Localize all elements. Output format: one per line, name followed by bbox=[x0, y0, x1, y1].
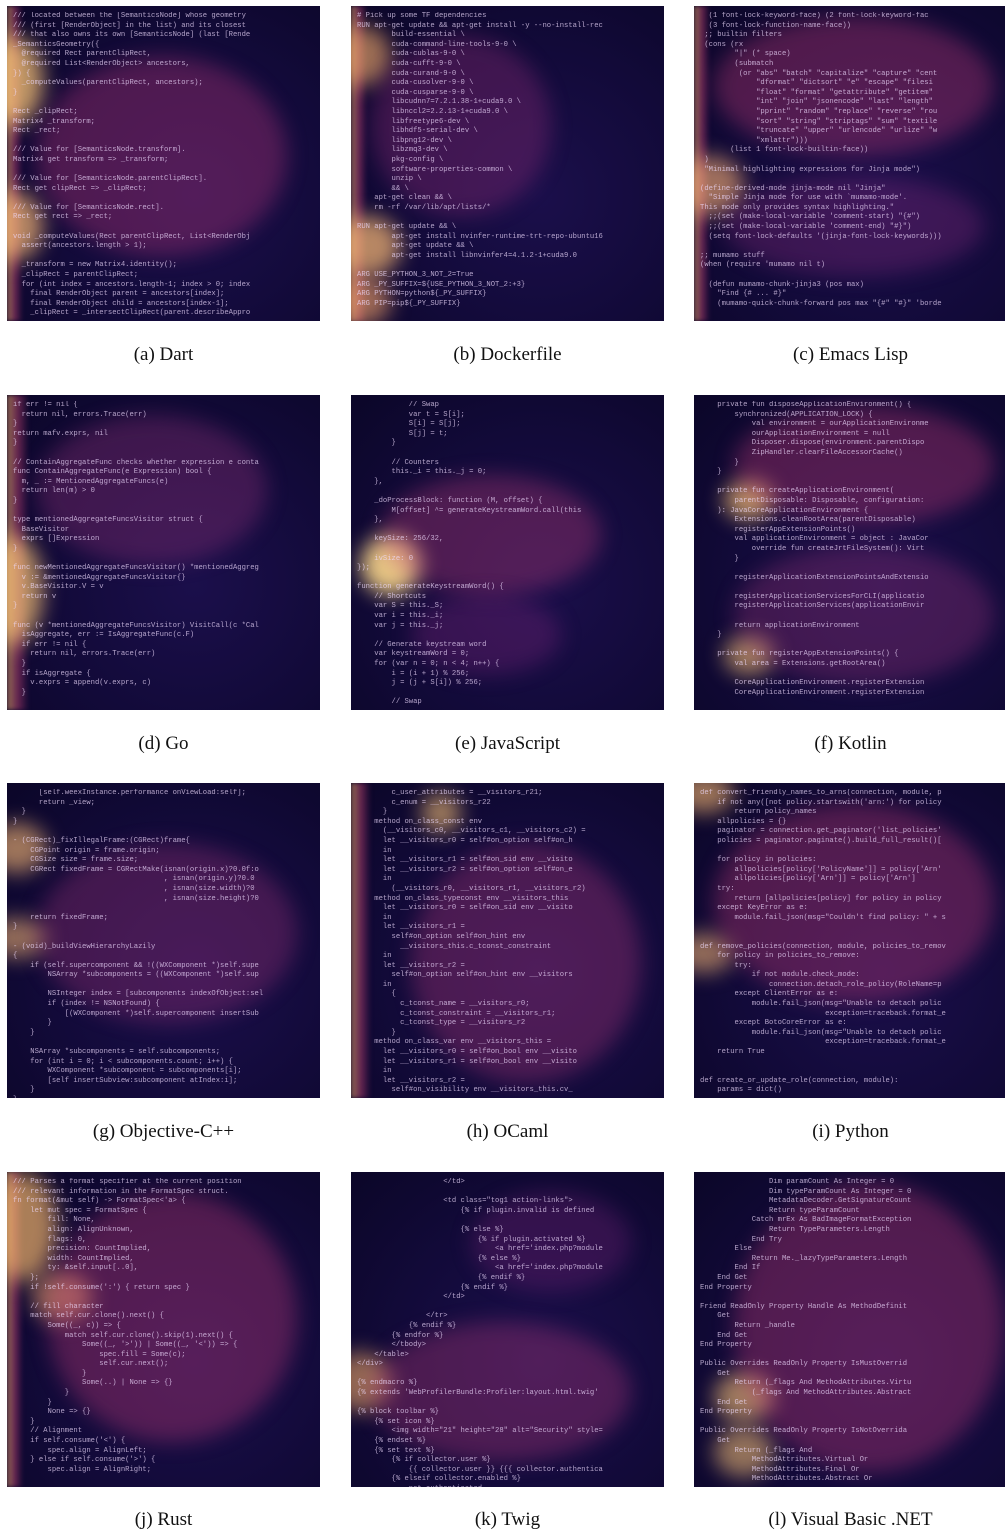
saliency-highlight bbox=[351, 783, 371, 1098]
panel-dockerfile: # Pick up some TF dependencies RUN apt-g… bbox=[351, 6, 664, 321]
panel-dart: /// located between the [SemanticsNode] … bbox=[7, 6, 320, 321]
code-snippet: (1 font-lock-keyword-face) (2 font-lock-… bbox=[700, 12, 942, 308]
heatmap-image: Dim paramCount As Integer = 0 Dim typePa… bbox=[694, 1172, 1005, 1487]
caption-j: (j) Rust bbox=[134, 1509, 193, 1530]
code-snippet: /// Parses a format specifier at the cur… bbox=[13, 1178, 242, 1474]
code-snippet: c_user_attributes = __visitors_r21; c_en… bbox=[374, 789, 586, 1095]
heatmap-image: /// Parses a format specifier at the cur… bbox=[7, 1172, 320, 1487]
panel-twig: </td> <td class="tog1 action-links"> {% … bbox=[351, 1172, 664, 1487]
saliency-highlight bbox=[421, 793, 461, 833]
caption-f: (f) Kotlin bbox=[814, 733, 887, 754]
code-snippet: // Swap var t = S[i]; S[i] = S[j]; S[j] … bbox=[357, 401, 582, 707]
saliency-highlight bbox=[724, 480, 774, 520]
caption-l: (l) Visual Basic .NET bbox=[768, 1509, 933, 1530]
heatmap-image: (1 font-lock-keyword-face) (2 font-lock-… bbox=[694, 6, 1005, 321]
saliency-highlight bbox=[714, 803, 994, 1003]
caption-g: (g) Objective-C++ bbox=[92, 1121, 235, 1142]
heatmap-image: </td> <td class="tog1 action-links"> {% … bbox=[351, 1172, 664, 1487]
code-snippet: def convert_friendly_names_to_arns(conne… bbox=[700, 789, 946, 1095]
caption-a: (a) Dart bbox=[133, 344, 194, 365]
heatmap-image: /// located between the [SemanticsNode] … bbox=[7, 6, 320, 321]
panel-go: if err != nil { return nil, errors.Trace… bbox=[7, 395, 320, 710]
code-snippet: [self.weexInstance.performance onViewLoa… bbox=[13, 789, 264, 1098]
saliency-highlight bbox=[371, 1322, 631, 1462]
saliency-highlight bbox=[714, 16, 994, 156]
caption-h: (h) OCaml bbox=[466, 1121, 549, 1142]
saliency-highlight bbox=[734, 405, 994, 525]
panel-visual-basic-net: Dim paramCount As Integer = 0 Dim typePa… bbox=[694, 1172, 1005, 1487]
panel-python: def convert_friendly_names_to_arns(conne… bbox=[694, 783, 1005, 1098]
panel-javascript: // Swap var t = S[i]; S[i] = S[j]; S[j] … bbox=[351, 395, 664, 710]
saliency-highlight bbox=[361, 535, 421, 595]
saliency-highlight bbox=[47, 1192, 297, 1442]
heatmap-image: [self.weexInstance.performance onViewLoa… bbox=[7, 783, 320, 1098]
panel-kotlin: private fun disposeApplicationEnvironmen… bbox=[694, 395, 1005, 710]
saliency-highlight bbox=[724, 176, 984, 276]
saliency-highlight bbox=[371, 36, 551, 216]
saliency-highlight bbox=[37, 415, 267, 565]
code-snippet: private fun disposeApplicationEnvironmen… bbox=[717, 401, 929, 697]
saliency-highlight bbox=[37, 843, 297, 1023]
saliency-highlight bbox=[471, 1192, 631, 1292]
saliency-highlight bbox=[411, 595, 561, 675]
heatmap-image: private fun disposeApplicationEnvironmen… bbox=[694, 395, 1005, 710]
code-snippet: /// located between the [SemanticsNode] … bbox=[13, 12, 251, 318]
caption-k: (k) Twig bbox=[474, 1509, 541, 1530]
heatmap-image: c_user_attributes = __visitors_r21; c_en… bbox=[351, 783, 664, 1098]
caption-i: (i) Python bbox=[812, 1121, 889, 1142]
heatmap-image: // Swap var t = S[i]; S[i] = S[j]; S[j] … bbox=[351, 395, 664, 710]
code-snippet: </td> <td class="tog1 action-links"> {% … bbox=[357, 1178, 603, 1487]
saliency-highlight bbox=[32, 1272, 92, 1322]
heatmap-image: def convert_friendly_names_to_arns(conne… bbox=[694, 783, 1005, 1098]
heatmap-image: if err != nil { return nil, errors.Trace… bbox=[7, 395, 320, 710]
saliency-highlight bbox=[381, 475, 601, 595]
caption-c: (c) Emacs Lisp bbox=[792, 344, 908, 365]
caption-b: (b) Dockerfile bbox=[453, 344, 562, 365]
saliency-highlight bbox=[734, 1182, 1004, 1472]
panel-rust: /// Parses a format specifier at the cur… bbox=[7, 1172, 320, 1487]
heatmap-image: # Pick up some TF dependencies RUN apt-g… bbox=[351, 6, 664, 321]
panel-objective-cpp: [self.weexInstance.performance onViewLoa… bbox=[7, 783, 320, 1098]
saliency-highlight bbox=[734, 545, 994, 685]
saliency-highlight bbox=[714, 1427, 774, 1477]
panel-ocaml: c_user_attributes = __visitors_r21; c_en… bbox=[351, 783, 664, 1098]
code-snippet: # Pick up some TF dependencies RUN apt-g… bbox=[357, 12, 603, 308]
panel-emacs-lisp: (1 font-lock-keyword-face) (2 font-lock-… bbox=[694, 6, 1005, 321]
code-snippet: Dim paramCount As Integer = 0 Dim typePa… bbox=[700, 1178, 912, 1484]
saliency-highlight bbox=[37, 56, 287, 256]
saliency-highlight bbox=[724, 635, 774, 675]
code-snippet: if err != nil { return nil, errors.Trace… bbox=[13, 401, 259, 697]
caption-d: (d) Go bbox=[138, 733, 189, 754]
caption-e: (e) JavaScript bbox=[455, 733, 560, 754]
saliency-highlight bbox=[714, 1372, 774, 1422]
saliency-highlight bbox=[411, 843, 641, 1083]
